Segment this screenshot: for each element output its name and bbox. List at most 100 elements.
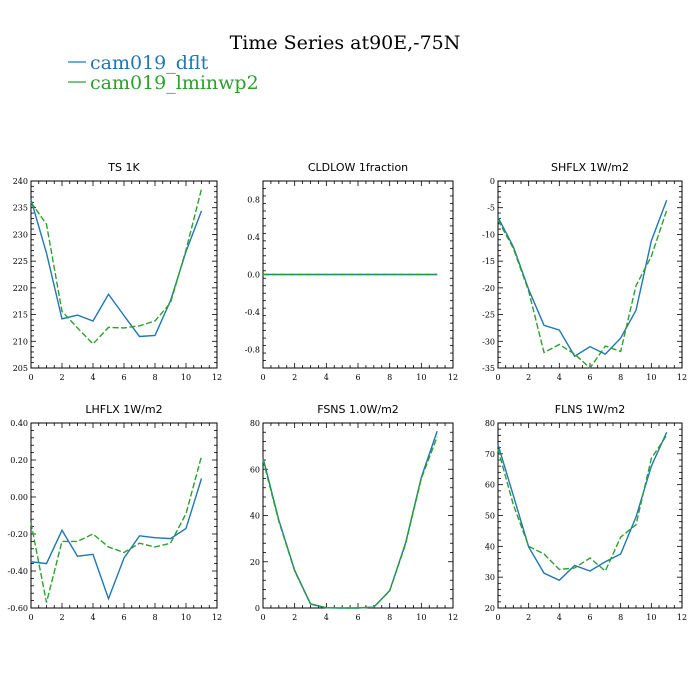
y-tick-label: -0.20 bbox=[7, 530, 28, 539]
y-tick-label: -0.8 bbox=[245, 345, 260, 354]
x-tick-label: 10 bbox=[181, 373, 191, 382]
series-line-lminwp2 bbox=[497, 434, 668, 573]
x-tick-label: 6 bbox=[355, 613, 360, 622]
x-tick-label: 2 bbox=[292, 373, 297, 382]
x-tick-label: 2 bbox=[526, 373, 531, 382]
legend-label-lminwp2: cam019_lminwp2 bbox=[90, 72, 259, 94]
x-tick-label: 2 bbox=[59, 613, 64, 622]
x-tick-label: 2 bbox=[526, 613, 531, 622]
x-tick-label: 0 bbox=[28, 613, 33, 622]
y-tick-label: 30 bbox=[485, 573, 495, 582]
y-tick-label: 70 bbox=[485, 450, 495, 459]
panel-5: FSNS 1.0W/m2 0 2 4 6 8 10 12 0 20 40 60 80 bbox=[250, 403, 458, 622]
series-line-lminwp2 bbox=[30, 456, 203, 603]
x-tick-label: 0 bbox=[260, 373, 265, 382]
y-tick-label: 50 bbox=[485, 512, 495, 521]
y-tick-label: 0.0 bbox=[247, 271, 260, 280]
x-tick-label: 2 bbox=[59, 373, 64, 382]
y-tick-label: 240 bbox=[13, 177, 28, 186]
x-tick-label: 6 bbox=[355, 373, 360, 382]
figure-title: Time Series at90E,-75N bbox=[230, 32, 461, 54]
y-tick-label: 20 bbox=[250, 558, 260, 567]
y-tick-label: 80 bbox=[485, 419, 495, 428]
panel-title: FSNS 1.0W/m2 bbox=[317, 403, 399, 416]
x-tick-label: 0 bbox=[260, 613, 265, 622]
y-tick-label: -35 bbox=[482, 364, 495, 373]
panel-2: CLDLOW 1fraction 0 2 4 6 8 10 12 -0.8 -0.4 0.0 0.4 0… bbox=[245, 161, 459, 382]
series-line-lminwp2 bbox=[497, 210, 668, 370]
y-tick-label: -30 bbox=[482, 337, 495, 346]
y-tick-label: -15 bbox=[482, 257, 495, 266]
series-line-lminwp2 bbox=[30, 188, 203, 345]
x-tick-label: 8 bbox=[618, 613, 623, 622]
y-tick-label: 230 bbox=[13, 230, 28, 239]
x-tick-label: 8 bbox=[387, 613, 392, 622]
panel-title: SHFLX 1W/m2 bbox=[551, 161, 629, 174]
y-tick-label: 0.20 bbox=[10, 456, 28, 465]
x-tick-label: 4 bbox=[557, 613, 562, 622]
x-tick-label: 12 bbox=[212, 613, 222, 622]
y-tick-label: -5 bbox=[487, 204, 495, 213]
y-tick-label: -0.60 bbox=[7, 604, 28, 613]
x-tick-label: 0 bbox=[28, 373, 33, 382]
y-tick-label: -20 bbox=[482, 284, 495, 293]
y-tick-label: 210 bbox=[13, 337, 28, 346]
x-tick-label: 2 bbox=[292, 613, 297, 622]
y-tick-label: -0.4 bbox=[245, 308, 260, 317]
x-tick-label: 12 bbox=[677, 613, 687, 622]
x-tick-label: 10 bbox=[646, 373, 656, 382]
y-tick-label: 80 bbox=[250, 419, 260, 428]
panel-title: CLDLOW 1fraction bbox=[308, 161, 408, 174]
x-tick-label: 10 bbox=[646, 613, 656, 622]
x-tick-label: 10 bbox=[416, 613, 426, 622]
series-line-lminwp2 bbox=[262, 436, 438, 609]
x-tick-label: 0 bbox=[495, 373, 500, 382]
y-tick-label: -0.40 bbox=[7, 567, 28, 576]
x-tick-label: 4 bbox=[324, 373, 329, 382]
x-tick-label: 12 bbox=[448, 373, 458, 382]
x-tick-label: 8 bbox=[618, 373, 623, 382]
x-tick-label: 4 bbox=[90, 373, 95, 382]
panel-6: FLNS 1W/m2 0 2 4 6 8 10 12 20 30 40 50 60 70 80 bbox=[485, 403, 687, 622]
x-tick-label: 6 bbox=[121, 613, 126, 622]
x-tick-label: 0 bbox=[495, 613, 500, 622]
panel-title: LHFLX 1W/m2 bbox=[85, 403, 162, 416]
x-tick-label: 6 bbox=[587, 373, 592, 382]
y-tick-label: 0 bbox=[255, 604, 260, 613]
x-tick-label: 10 bbox=[181, 613, 191, 622]
y-tick-label: 0.4 bbox=[247, 233, 260, 242]
y-tick-label: 220 bbox=[13, 284, 28, 293]
x-tick-label: 8 bbox=[387, 373, 392, 382]
y-tick-label: 215 bbox=[13, 311, 28, 320]
y-tick-label: -25 bbox=[482, 311, 495, 320]
panel-3: SHFLX 1W/m2 0 2 4 6 8 10 12 -35 -30 -25 -20 -15 -10 -5… bbox=[482, 161, 687, 382]
y-tick-label: 0 bbox=[490, 177, 495, 186]
x-tick-label: 12 bbox=[448, 613, 458, 622]
y-tick-label: 205 bbox=[13, 364, 28, 373]
y-tick-label: 20 bbox=[485, 604, 495, 613]
panel-title: FLNS 1W/m2 bbox=[555, 403, 625, 416]
x-tick-label: 8 bbox=[152, 373, 157, 382]
x-tick-label: 6 bbox=[121, 373, 126, 382]
x-tick-label: 4 bbox=[324, 613, 329, 622]
y-tick-label: 60 bbox=[485, 481, 495, 490]
y-tick-label: 40 bbox=[250, 512, 260, 521]
legend: cam019_dflt cam019_lminwp2 bbox=[68, 52, 259, 94]
x-tick-label: 4 bbox=[90, 613, 95, 622]
y-tick-label: 40 bbox=[485, 542, 495, 551]
x-tick-label: 8 bbox=[152, 613, 157, 622]
x-tick-label: 10 bbox=[416, 373, 426, 382]
y-tick-label: 225 bbox=[13, 257, 28, 266]
x-tick-label: 4 bbox=[557, 373, 562, 382]
y-tick-label: 235 bbox=[13, 204, 28, 213]
panel-4: LHFLX 1W/m2 0 2 4 6 8 10 12 -0.60 -0.40 -0.20 0.00 0… bbox=[7, 403, 222, 622]
series-line-dflt bbox=[30, 478, 203, 601]
panel-1: TS 1K 0 2 4 6 8 10 12 205 210 215 220 225 230 235 240 bbox=[13, 161, 222, 382]
y-tick-label: 60 bbox=[250, 465, 260, 474]
y-tick-label: 0.00 bbox=[10, 493, 28, 502]
legend-label-dflt: cam019_dflt bbox=[90, 52, 209, 74]
y-tick-label: 0.40 bbox=[10, 419, 28, 428]
y-tick-label: -10 bbox=[482, 230, 495, 239]
